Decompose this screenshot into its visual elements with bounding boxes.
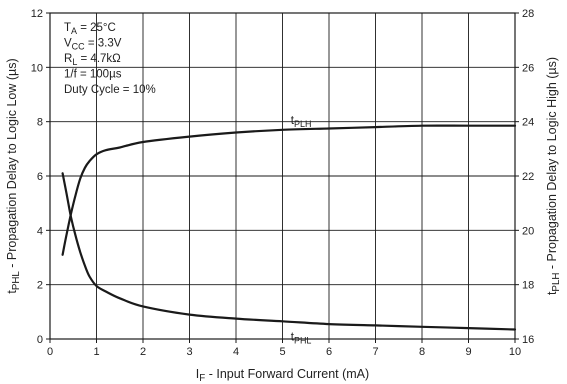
left-y-tick-label: 0: [37, 334, 43, 346]
right-y-tick-label: 20: [522, 225, 534, 237]
axis-ticks: [46, 12, 519, 343]
left-y-tick-labels: 0 2 4 6 8 10 12: [31, 8, 43, 346]
left-y-axis-title: tPHL - Propagation Delay to Logic Low (µ…: [5, 58, 22, 293]
left-y-tick-label: 6: [37, 171, 43, 183]
left-y-tick-label: 10: [31, 62, 43, 74]
right-y-tick-label: 18: [522, 280, 534, 292]
left-y-tick-label: 4: [37, 225, 43, 237]
right-y-tick-label: 26: [522, 62, 534, 74]
right-y-tick-label: 22: [522, 171, 534, 183]
right-y-tick-label: 16: [522, 334, 534, 346]
condition-line: RL = 4.7kΩ: [64, 53, 121, 67]
x-tick-label: 8: [419, 346, 425, 358]
x-tick-label: 2: [140, 346, 146, 358]
right-y-axis-title: tPLH - Propagation Delay to Logic High (…: [545, 57, 562, 295]
condition-line: Duty Cycle = 10%: [64, 84, 156, 96]
x-tick-label: 1: [93, 346, 99, 358]
x-axis-title: IF - Input Forward Current (mA): [196, 367, 369, 384]
left-y-tick-label: 8: [37, 117, 43, 129]
series-label-tphl: tPHL: [291, 332, 312, 346]
axis-titles: IF - Input Forward Current (mA) tPHL - Pr…: [5, 57, 562, 384]
grid-lines: [50, 13, 515, 339]
plot-frame: [49, 12, 516, 340]
x-tick-label: 0: [47, 346, 53, 358]
curves: [61, 124, 517, 331]
right-y-tick-labels: 16 18 20 22 24 26 28: [522, 8, 534, 346]
x-tick-label: 7: [372, 346, 378, 358]
condition-line: VCC = 3.3V: [64, 38, 122, 52]
left-y-tick-label: 12: [31, 8, 43, 20]
condition-line: TA = 25°C: [64, 22, 116, 36]
x-tick-label: 9: [465, 346, 471, 358]
x-tick-label: 4: [233, 346, 239, 358]
condition-line: 1/f = 100µs: [64, 69, 122, 81]
x-tick-label: 10: [509, 346, 521, 358]
x-tick-label: 6: [326, 346, 332, 358]
x-tick-label: 3: [186, 346, 192, 358]
curve-labels: tPLH tPHL: [291, 115, 312, 346]
series-line-tplh: [61, 124, 517, 256]
x-tick-labels: 0 1 2 3 4 5 6 7 8 9 10: [47, 346, 521, 358]
series-label-tplh: tPLH: [291, 115, 312, 129]
left-y-tick-label: 2: [37, 280, 43, 292]
series-line-tphl: [61, 172, 517, 331]
x-tick-label: 5: [279, 346, 285, 358]
right-y-tick-label: 24: [522, 117, 534, 129]
right-y-tick-label: 28: [522, 8, 534, 20]
